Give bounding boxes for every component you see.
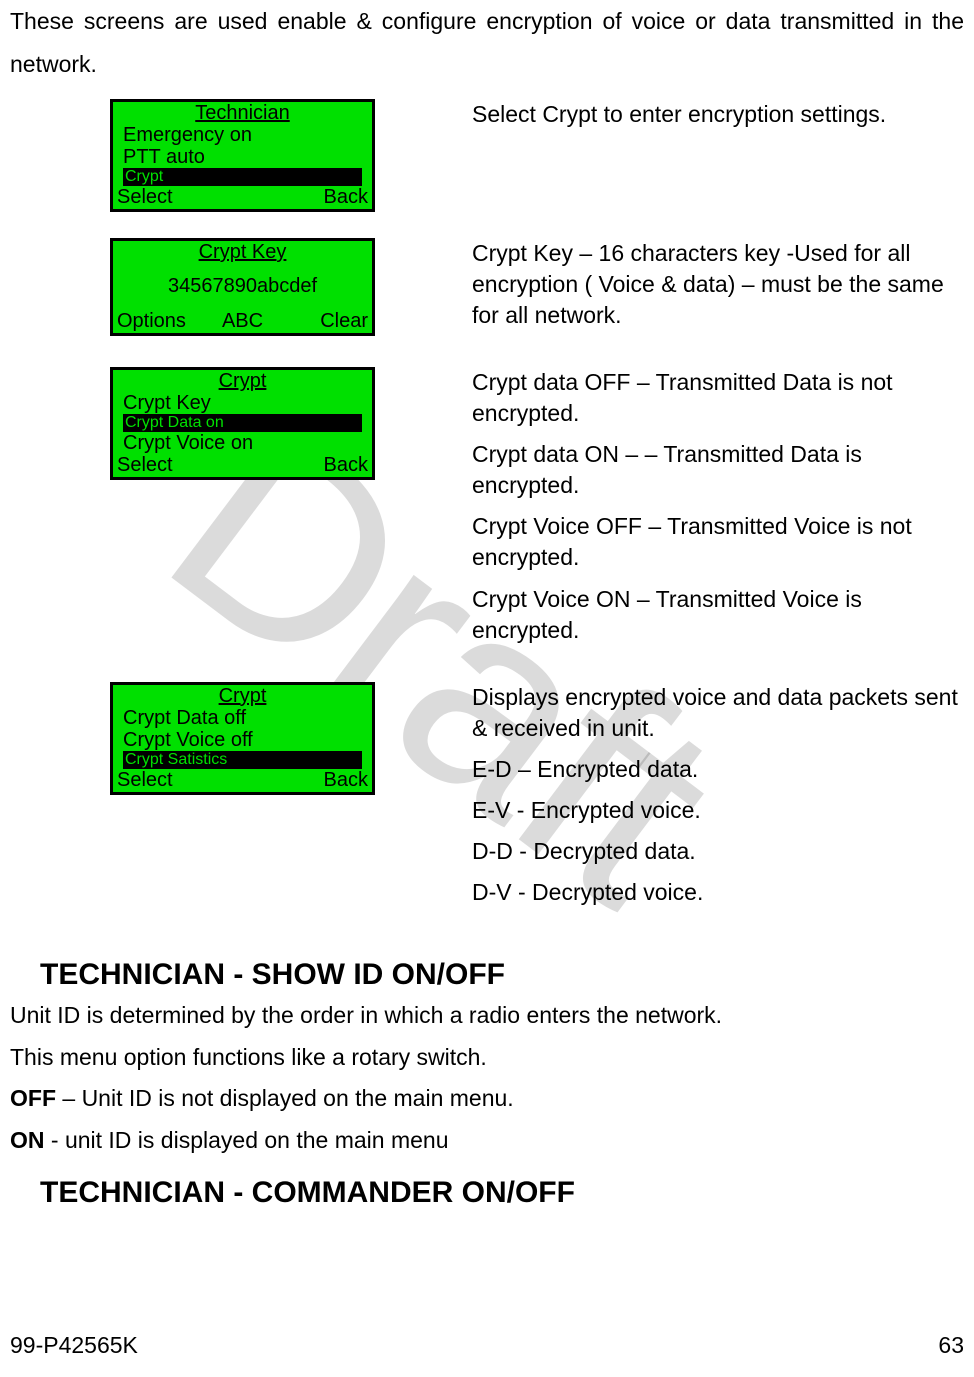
lcd-cryptkey: Crypt Key 34567890abcdef Options ABC Cle…: [110, 238, 375, 336]
page-footer: 99-P42565K 63: [10, 1332, 964, 1359]
heading-commander: TECHNICIAN - COMMANDER ON/OFF: [40, 1176, 964, 1210]
desc-text: Crypt data OFF – Transmitted Data is not…: [472, 367, 964, 429]
softkey-left: Select: [117, 769, 173, 791]
lcd-softkeys: Select Back: [113, 769, 372, 792]
desc-text: Displays encrypted voice and data packet…: [472, 682, 964, 744]
lcd-line: PTT auto: [123, 146, 362, 168]
lcd-title: Crypt: [113, 370, 372, 392]
desc-text: Crypt Voice OFF – Transmitted Voice is n…: [472, 511, 964, 573]
desc-text: Crypt data ON – – Transmitted Data is en…: [472, 439, 964, 501]
heading-showid: TECHNICIAN - SHOW ID ON/OFF: [40, 958, 964, 992]
lcd-input-value: 34567890abcdef: [113, 263, 372, 310]
lcd-line: Crypt Key: [123, 392, 362, 414]
footer-pagenum: 63: [938, 1332, 964, 1359]
lcd-selected: Crypt: [123, 168, 362, 186]
showid-on: ON - unit ID is displayed on the main me…: [10, 1123, 964, 1159]
on-text: - unit ID is displayed on the main menu: [45, 1127, 449, 1153]
lcd-crypt-stats: Crypt Crypt Data off Crypt Voice off Cry…: [110, 682, 375, 795]
lcd-technician: Technician Emergency on PTT auto Crypt S…: [110, 99, 375, 212]
softkey-right: Back: [324, 186, 368, 208]
softkey-left: Select: [117, 454, 173, 476]
showid-text: Unit ID is determined by the order in wh…: [10, 998, 964, 1034]
desc-text: Crypt Voice ON – Transmitted Voice is en…: [472, 584, 964, 646]
desc-text: D-D - Decrypted data.: [472, 836, 964, 867]
lcd-softkeys: Select Back: [113, 454, 372, 477]
lcd-line: Emergency on: [123, 124, 362, 146]
lcd-selected: Crypt Satistics: [123, 751, 362, 769]
desc-text: Crypt Key – 16 characters key -Used for …: [472, 238, 964, 331]
lcd-title: Crypt: [113, 685, 372, 707]
desc-text: E-V - Encrypted voice.: [472, 795, 964, 826]
row-crypt-stats: Crypt Crypt Data off Crypt Voice off Cry…: [10, 682, 964, 918]
intro-text: These screens are used enable & configur…: [10, 0, 964, 85]
lcd-selected: Crypt Data on: [123, 414, 362, 432]
row-technician: Technician Emergency on PTT auto Crypt S…: [10, 99, 964, 212]
lcd-title: Technician: [113, 102, 372, 124]
softkey-right: Back: [324, 769, 368, 791]
lcd-softkeys: Select Back: [113, 186, 372, 209]
desc-text: Select Crypt to enter encryption setting…: [472, 99, 964, 130]
off-text: – Unit ID is not displayed on the main m…: [56, 1085, 514, 1111]
lcd-softkeys: Options ABC Clear: [113, 310, 372, 333]
softkey-left: Options: [117, 310, 201, 332]
footer-docnum: 99-P42565K: [10, 1332, 138, 1359]
lcd-line: Crypt Data off: [123, 707, 362, 729]
desc-text: E-D – Encrypted data.: [472, 754, 964, 785]
on-label: ON: [10, 1127, 45, 1153]
showid-text: This menu option functions like a rotary…: [10, 1040, 964, 1076]
lcd-line: Crypt Voice off: [123, 729, 362, 751]
softkey-right: Clear: [284, 310, 368, 332]
softkey-mid: ABC: [201, 310, 285, 332]
softkey-left: Select: [117, 186, 173, 208]
lcd-title: Crypt Key: [113, 241, 372, 263]
lcd-line: Crypt Voice on: [123, 432, 362, 454]
showid-off: OFF – Unit ID is not displayed on the ma…: [10, 1081, 964, 1117]
row-crypt-menu: Crypt Crypt Key Crypt Data on Crypt Voic…: [10, 367, 964, 655]
off-label: OFF: [10, 1085, 56, 1111]
lcd-crypt: Crypt Crypt Key Crypt Data on Crypt Voic…: [110, 367, 375, 480]
desc-text: D-V - Decrypted voice.: [472, 877, 964, 908]
row-cryptkey: Crypt Key 34567890abcdef Options ABC Cle…: [10, 238, 964, 341]
softkey-right: Back: [324, 454, 368, 476]
